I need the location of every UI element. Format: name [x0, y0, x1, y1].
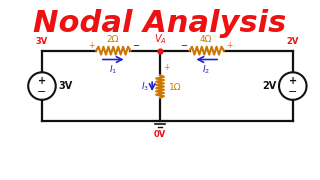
Text: 0V: 0V — [154, 130, 166, 139]
Text: $\mathit{I_1}$: $\mathit{I_1}$ — [109, 63, 117, 76]
Text: Nodal Analysis: Nodal Analysis — [33, 9, 287, 38]
Text: −: − — [180, 41, 188, 50]
Text: $\mathit{I_3}$: $\mathit{I_3}$ — [141, 81, 149, 93]
Text: $\mathit{I_2}$: $\mathit{I_2}$ — [202, 63, 210, 76]
Text: +: + — [289, 76, 297, 86]
Text: 3V: 3V — [36, 37, 48, 46]
Text: +: + — [88, 41, 94, 50]
Text: 1Ω: 1Ω — [169, 83, 181, 92]
Text: 2Ω: 2Ω — [107, 35, 119, 44]
Text: 2V: 2V — [287, 37, 299, 46]
Text: +: + — [163, 63, 169, 72]
Text: $V_A$: $V_A$ — [154, 32, 166, 46]
Text: +: + — [226, 41, 232, 50]
Text: −: − — [37, 87, 47, 97]
Text: 4Ω: 4Ω — [200, 35, 212, 44]
Text: −: − — [132, 41, 140, 50]
Text: +: + — [38, 76, 46, 86]
Text: 3V: 3V — [59, 81, 73, 91]
Text: 2V: 2V — [262, 81, 276, 91]
Text: −: − — [288, 87, 298, 97]
